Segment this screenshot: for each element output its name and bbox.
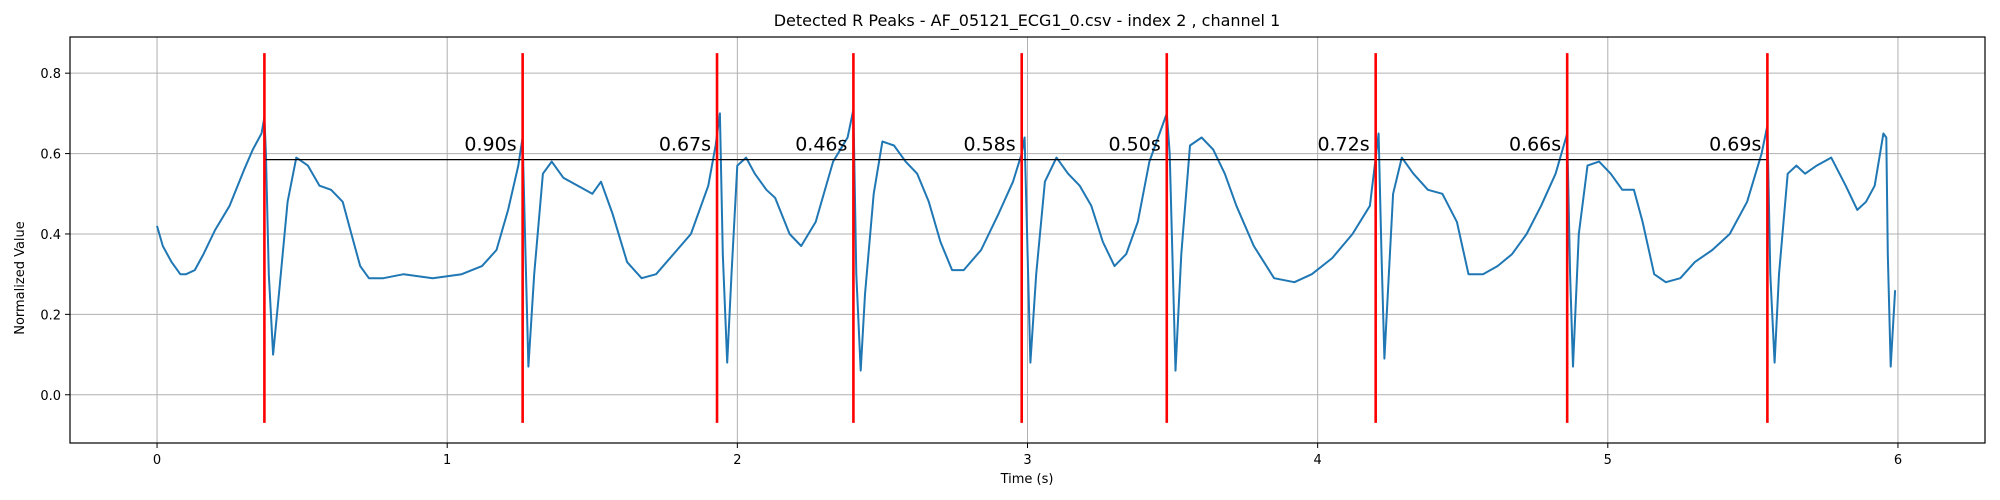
y-tick-label: 0.4 (40, 228, 61, 243)
x-tick-label: 2 (733, 453, 741, 468)
chart-title: Detected R Peaks - AF_05121_ECG1_0.csv -… (774, 11, 1281, 31)
x-tick-label: 0 (153, 453, 161, 468)
rr-interval-label: 0.72s (1317, 134, 1369, 156)
x-tick-label: 6 (1894, 453, 1902, 468)
x-tick-label: 1 (443, 453, 451, 468)
rr-interval-label: 0.69s (1709, 134, 1761, 156)
x-axis-label: Time (s) (1000, 472, 1054, 487)
rr-interval-label: 0.90s (464, 134, 516, 156)
y-tick-label: 0.0 (40, 389, 61, 404)
y-tick-label: 0.2 (40, 308, 61, 323)
axis-ticks: 0 1 2 3 4 5 6 0.0 0.2 0.4 0.6 0.8 (40, 67, 1902, 468)
plot-area: 0.90s 0.67s 0.46s 0.58s 0.50s 0.72s 0.66s 0.69s (156, 53, 1897, 423)
rr-interval-label: 0.67s (659, 134, 711, 156)
rr-interval-label: 0.50s (1109, 134, 1161, 156)
y-tick-label: 0.8 (40, 67, 61, 82)
grid (70, 37, 1985, 443)
rr-interval-label: 0.58s (963, 134, 1015, 156)
x-tick-label: 3 (1023, 453, 1031, 468)
x-tick-label: 4 (1314, 453, 1322, 468)
rr-interval-label: 0.66s (1509, 134, 1561, 156)
x-tick-label: 5 (1604, 453, 1612, 468)
y-tick-label: 0.6 (40, 148, 61, 163)
rr-interval-label: 0.46s (795, 134, 847, 156)
y-axis-label: Normalized Value (13, 221, 28, 335)
